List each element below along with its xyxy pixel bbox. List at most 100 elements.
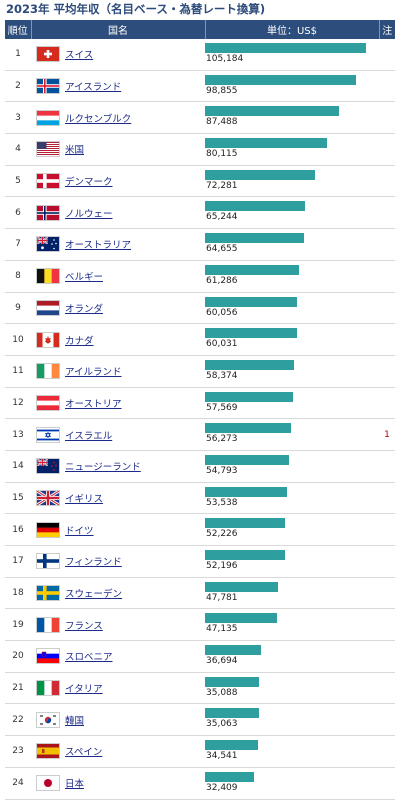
bar-cell: 61,286 — [205, 260, 379, 293]
country-link[interactable]: ノルウェー — [65, 208, 113, 220]
country-link[interactable]: スウェーデン — [65, 589, 123, 601]
income-value-label: 53,538 — [206, 497, 238, 508]
bar-cell: 60,031 — [205, 323, 379, 356]
table-row: 14 ニュージーランド 54,793 — [5, 450, 395, 483]
income-value-label: 98,855 — [206, 85, 238, 96]
country-link[interactable]: アイルランド — [65, 367, 122, 379]
table-row: 7 オーストラリア 64,655 — [5, 228, 395, 261]
country-cell: ルクセンブルク — [31, 101, 205, 135]
bar-cell: 52,196 — [205, 545, 379, 578]
note-cell — [379, 260, 395, 293]
note-header: 注 — [379, 20, 395, 39]
bar-cell: 64,655 — [205, 228, 379, 261]
bar-cell: 53,538 — [205, 482, 379, 515]
rank-cell: 11 — [5, 355, 31, 388]
country-cell: スウェーデン — [31, 577, 205, 610]
rank-cell: 9 — [5, 292, 31, 325]
income-bar — [205, 328, 297, 339]
income-bar — [205, 296, 297, 307]
country-cell: オーストラリア — [31, 228, 205, 261]
country-cell: ドイツ — [31, 513, 205, 546]
bar-cell: 60,056 — [205, 292, 379, 325]
income-bar — [205, 550, 285, 560]
rank-header: 順位 — [5, 20, 32, 39]
unit-header: 単位：US$ — [205, 20, 380, 39]
bar-cell: 32,409 — [205, 767, 379, 800]
note-cell — [379, 196, 395, 230]
country-link[interactable]: スロベニア — [65, 652, 113, 664]
country-link[interactable]: フィンランド — [65, 557, 122, 569]
table-row: 8 ベルギー 61,286 — [5, 260, 395, 293]
rank-cell: 13 — [5, 418, 31, 451]
country-link[interactable]: オーストラリア — [65, 240, 132, 252]
income-value-label: 35,063 — [206, 719, 238, 730]
note-cell — [379, 228, 395, 261]
country-link[interactable]: フランス — [65, 620, 103, 632]
irish-flag — [36, 363, 60, 380]
note-cell — [379, 292, 395, 325]
country-cell: ノルウェー — [31, 196, 205, 230]
rank-cell: 20 — [5, 640, 31, 673]
income-bar — [205, 169, 316, 180]
rank-cell: 7 — [5, 228, 31, 261]
income-bar — [205, 264, 299, 275]
country-link[interactable]: 日本 — [65, 779, 85, 791]
note-cell — [379, 545, 395, 578]
rank-cell: 16 — [5, 513, 31, 546]
country-link[interactable]: イギリス — [65, 493, 104, 505]
table-row: 15 イギリス 53,538 — [5, 482, 395, 515]
country-link[interactable]: オーストリア — [65, 398, 122, 410]
table-row: 13 イスラエル 56,273 1 — [5, 418, 395, 451]
canadian-flag — [36, 331, 60, 348]
country-link[interactable]: ベルギー — [65, 272, 104, 284]
income-value-label: 56,273 — [206, 434, 238, 445]
income-value-label: 105,184 — [206, 54, 244, 64]
note-cell — [379, 735, 395, 768]
country-link[interactable]: イタリア — [65, 684, 103, 696]
country-cell: アイスランド — [31, 70, 205, 103]
swedish-flag — [36, 585, 60, 602]
country-link[interactable]: ニュージーランド — [65, 462, 141, 474]
rank-cell: 22 — [5, 703, 31, 737]
country-link[interactable]: デンマーク — [65, 177, 113, 189]
income-bar — [205, 613, 277, 624]
us-flag — [36, 141, 60, 158]
icelandic-flag — [36, 78, 60, 95]
italian-flag — [36, 680, 60, 697]
country-link[interactable]: ルクセンブルク — [65, 113, 132, 125]
bar-cell: 35,063 — [205, 703, 379, 737]
country-link[interactable]: イスラエル — [65, 430, 113, 442]
bar-cell: 80,115 — [205, 133, 379, 166]
income-value-label: 47,781 — [206, 592, 238, 603]
country-link[interactable]: カナダ — [65, 335, 94, 347]
slovenian-flag — [36, 648, 60, 665]
finnish-flag — [36, 553, 60, 570]
rank-cell: 14 — [5, 450, 31, 483]
table-row: 23 スペイン 34,541 — [5, 735, 395, 768]
country-link[interactable]: 韓国 — [65, 715, 85, 727]
country-cell: フランス — [31, 608, 205, 642]
income-bar — [205, 233, 304, 244]
income-bar — [205, 771, 255, 782]
ranking-table: 順位 国名 単位：US$ 注 1 スイス 105,184 2 アイスランド 98,855 3… — [5, 20, 395, 800]
bar-cell: 47,135 — [205, 608, 379, 642]
country-link[interactable]: 米国 — [65, 145, 85, 157]
rank-cell: 12 — [5, 387, 31, 420]
country-link[interactable]: スペイン — [65, 747, 103, 759]
income-value-label: 57,569 — [206, 402, 238, 413]
note-cell[interactable]: 1 — [379, 418, 395, 451]
note-cell — [379, 703, 395, 737]
country-cell: オーストリア — [31, 387, 205, 420]
income-value-label: 34,541 — [206, 751, 238, 762]
table-row: 21 イタリア 35,088 — [5, 672, 395, 705]
rank-cell: 6 — [5, 196, 31, 230]
rank-cell: 8 — [5, 260, 31, 293]
country-link[interactable]: オランダ — [65, 303, 104, 315]
country-link[interactable]: ドイツ — [65, 525, 94, 537]
country-link[interactable]: アイスランド — [65, 82, 122, 94]
country-link[interactable]: スイス — [65, 50, 94, 62]
table-header-row: 順位 国名 単位：US$ 注 — [5, 20, 395, 39]
table-row: 2 アイスランド 98,855 — [5, 70, 395, 103]
german-flag — [36, 521, 60, 538]
bar-cell: 52,226 — [205, 513, 379, 546]
